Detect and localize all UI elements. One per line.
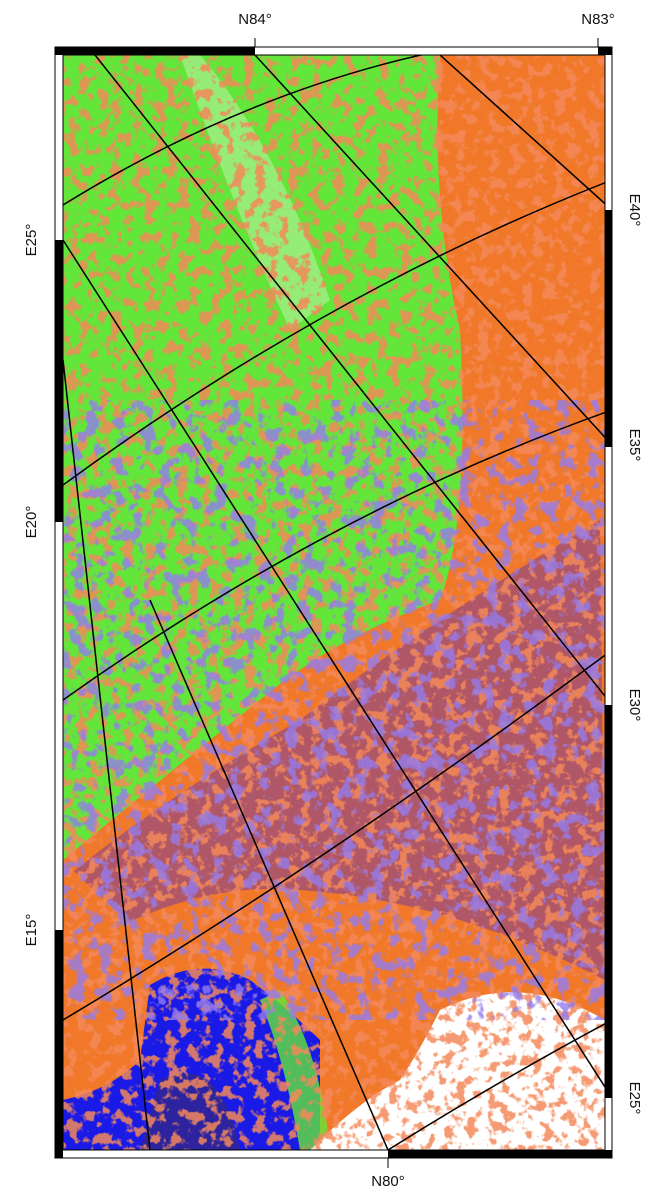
frame-label: E30° [626,689,643,722]
frame-label: E35° [626,429,643,462]
frame-label: E25° [626,1082,643,1115]
frame-label: N84° [238,11,272,28]
frame-label: E15° [23,914,40,947]
frame-label: N83° [581,11,615,28]
frame-label: E25° [23,224,40,257]
map: N84° N83° N80° E25° E20° E15° E40° E35° E30° E25° [0,0,663,1198]
frame-label: N80° [371,1173,405,1190]
map-image [63,30,612,1150]
frame-label: E20° [23,506,40,539]
frame-label: E40° [626,194,643,227]
